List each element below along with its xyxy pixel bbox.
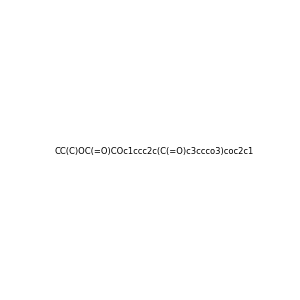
Text: CC(C)OC(=O)COc1ccc2c(C(=O)c3ccco3)coc2c1: CC(C)OC(=O)COc1ccc2c(C(=O)c3ccco3)coc2c1: [54, 147, 254, 156]
